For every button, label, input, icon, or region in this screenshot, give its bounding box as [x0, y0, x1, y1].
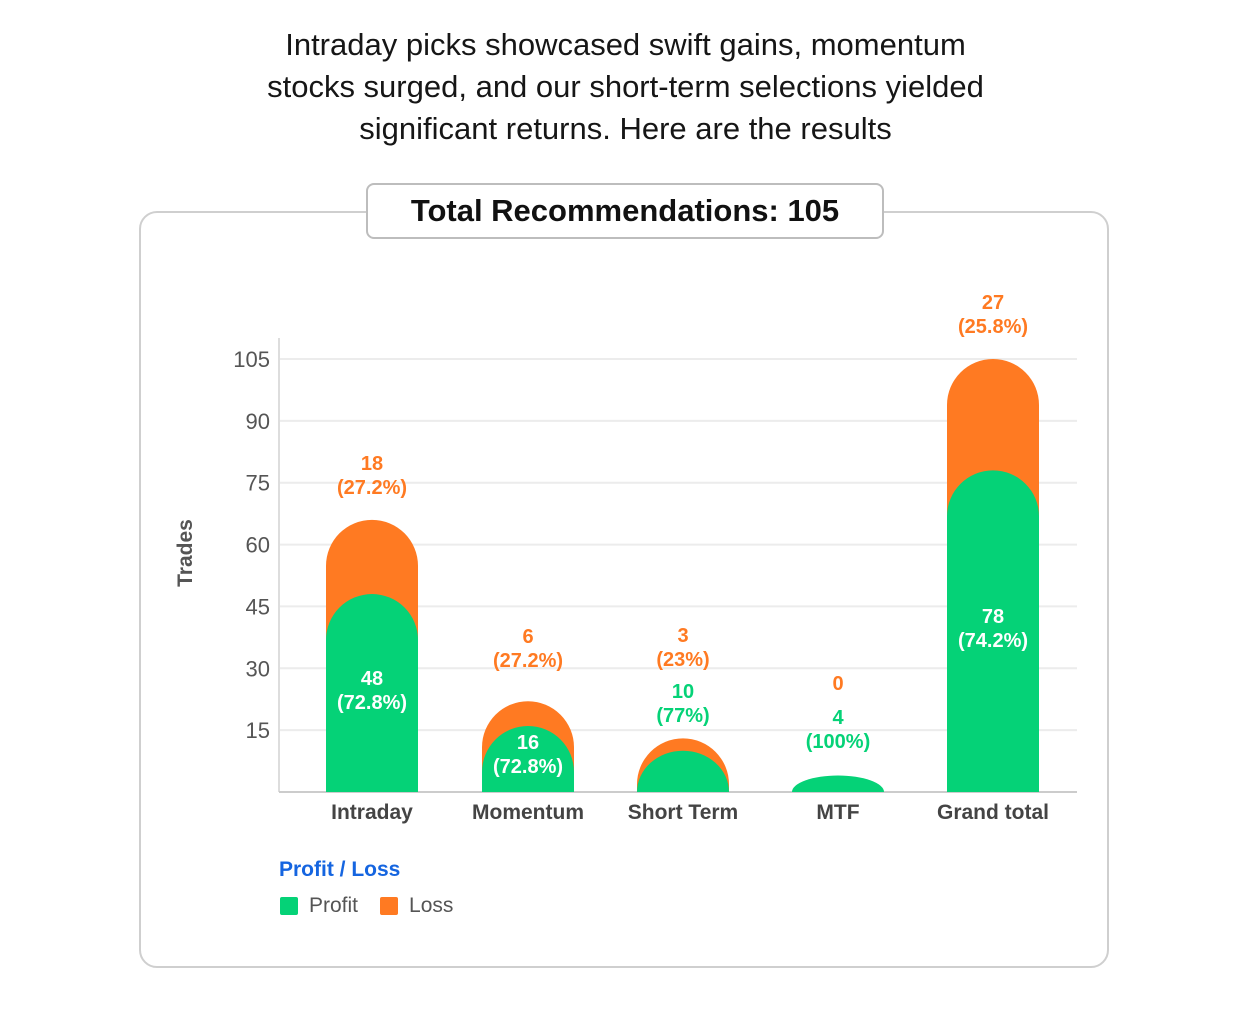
bar-profit	[326, 594, 418, 792]
total-recommendations-label: Total Recommendations: 105	[410, 193, 840, 228]
intro-line: significant returns. Here are the result…	[359, 111, 892, 146]
legend-swatch-loss	[380, 897, 399, 915]
data-label-loss: (27.2%)	[337, 477, 407, 499]
legend-label-loss: Loss	[409, 894, 454, 917]
total-recommendations-badge: Total Recommendations: 105	[366, 183, 884, 239]
intro-line: Intraday picks showcased swift gains, mo…	[285, 27, 966, 62]
data-label-profit: (100%)	[806, 731, 870, 753]
data-label-loss: 6	[522, 626, 533, 648]
y-tick-label: 30	[246, 656, 270, 681]
data-label-profit: 4	[832, 707, 844, 729]
x-tick-label: Grand total	[937, 801, 1049, 824]
data-label-profit: (72.8%)	[493, 756, 563, 778]
data-label-loss: 18	[361, 453, 383, 475]
y-tick-label: 105	[233, 347, 270, 372]
y-tick-label: 75	[246, 471, 270, 496]
x-tick-label: MTF	[816, 801, 859, 824]
legend-title: Profit / Loss	[279, 858, 401, 881]
data-label-profit: 10	[672, 681, 694, 703]
legend-swatch-profit	[280, 897, 298, 915]
y-axis-label: Trades	[174, 519, 197, 587]
bar-profit	[947, 470, 1039, 792]
y-tick-label: 15	[246, 718, 270, 743]
legend-item-profit[interactable]: Profit	[280, 894, 358, 918]
data-label-profit: (74.2%)	[958, 630, 1028, 652]
data-label-profit: (72.8%)	[337, 692, 407, 714]
y-tick-label: 90	[246, 409, 270, 434]
data-label-profit: 48	[361, 668, 383, 690]
data-label-loss: 3	[677, 625, 688, 647]
x-tick-label: Momentum	[472, 801, 584, 824]
intro-line: stocks surged, and our short-term select…	[267, 69, 984, 104]
legend: Profit Loss	[280, 894, 475, 918]
data-label-profit: 78	[982, 606, 1004, 628]
x-tick-label: Intraday	[331, 801, 413, 824]
data-label-loss: 0	[832, 673, 843, 695]
data-label-loss: 27	[982, 292, 1004, 314]
intro-text: Intraday picks showcased swift gains, mo…	[0, 24, 1251, 150]
data-label-loss: (25.8%)	[958, 316, 1028, 338]
data-label-loss: (27.2%)	[493, 650, 563, 672]
legend-label-profit: Profit	[309, 894, 359, 917]
x-tick-label: Short Term	[628, 801, 738, 824]
y-tick-label: 45	[246, 594, 270, 619]
data-label-profit: 16	[517, 732, 539, 754]
data-label-profit: (77%)	[656, 705, 709, 727]
legend-item-loss[interactable]: Loss	[380, 894, 453, 918]
y-tick-label: 60	[246, 533, 270, 558]
bar-profit	[637, 750, 729, 792]
bar-profit	[482, 726, 574, 792]
data-label-loss: (23%)	[656, 649, 709, 671]
bar-profit	[792, 775, 884, 792]
